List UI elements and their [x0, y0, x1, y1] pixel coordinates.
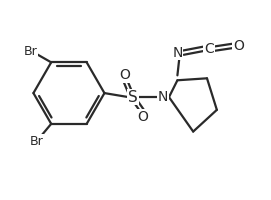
Text: O: O: [233, 39, 244, 53]
Text: N: N: [172, 46, 183, 60]
Text: N: N: [157, 90, 168, 104]
Text: S: S: [128, 90, 138, 105]
Text: O: O: [120, 68, 131, 82]
Text: O: O: [137, 110, 148, 124]
Text: Br: Br: [24, 45, 37, 58]
Text: C: C: [204, 42, 214, 56]
Text: Br: Br: [30, 135, 43, 148]
